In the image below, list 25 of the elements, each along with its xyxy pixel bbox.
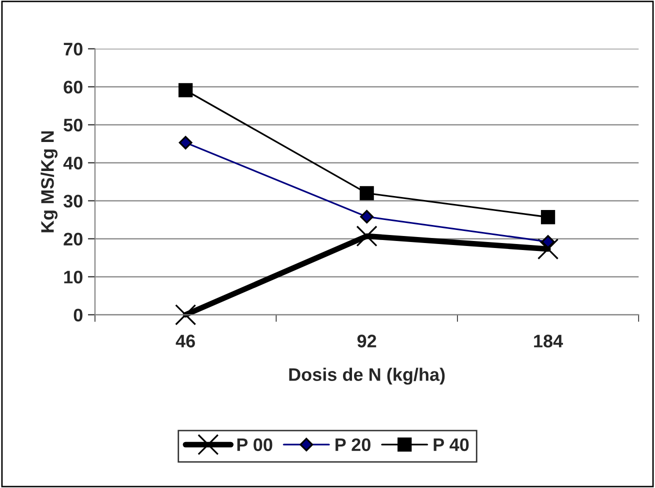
point: [540, 210, 556, 224]
y-axis-title: Kg MS/Kg N: [40, 131, 58, 232]
point: [175, 304, 196, 326]
point: [360, 186, 374, 200]
x-axis-title: Dosis de N (kg/ha): [289, 368, 445, 385]
y-tick-label: 60: [64, 80, 82, 94]
y-tick-label: 20: [64, 232, 82, 246]
x-tick-label: 92: [357, 334, 376, 348]
y-tick-label: 50: [64, 118, 82, 132]
y-tick-label: 10: [64, 270, 82, 284]
point: [356, 226, 378, 247]
point: [541, 235, 555, 249]
legend-label: P 20: [336, 438, 370, 452]
point: [537, 238, 559, 260]
x-tick-label: 46: [176, 334, 195, 348]
point: [360, 210, 374, 224]
y-tick-label: 40: [63, 156, 82, 170]
legend-label: P 00: [237, 438, 272, 452]
y-tick-label: 0: [74, 308, 82, 322]
y-tick-label: 70: [64, 42, 82, 56]
point: [178, 83, 193, 98]
point: [178, 136, 192, 150]
legend-label: P 40: [434, 438, 469, 452]
y-tick-label: 30: [64, 194, 82, 208]
x-tick-label: 184: [534, 334, 563, 348]
